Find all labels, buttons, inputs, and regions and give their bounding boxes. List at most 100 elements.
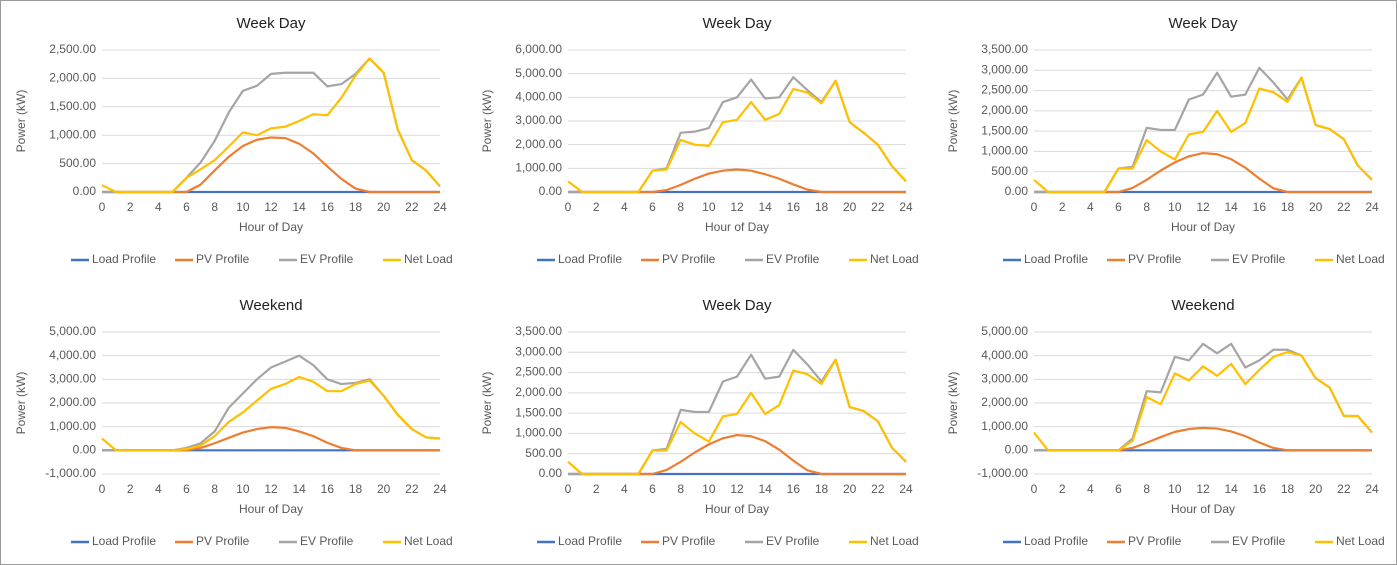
- y-tick-label: 3,000.00: [515, 344, 562, 358]
- x-tick-label: 8: [211, 482, 218, 496]
- x-tick-label: 20: [377, 482, 391, 496]
- x-tick-label: 12: [730, 200, 744, 214]
- legend-label: Load Profile: [92, 252, 156, 266]
- legend-label: EV Profile: [300, 252, 354, 266]
- y-tick-label: 1,000.00: [49, 127, 96, 141]
- y-tick-label: 1,000.00: [515, 426, 562, 440]
- x-tick-label: 22: [405, 482, 419, 496]
- x-tick-label: 2: [127, 200, 134, 214]
- chart-panel: Week Day 0.00 500.00 1,000.00 1,500.00 2,000.…: [480, 297, 919, 548]
- x-tick-label: 0: [565, 200, 572, 214]
- x-tick-label: 2: [593, 482, 600, 496]
- y-tick-label: 2,000.00: [981, 103, 1028, 117]
- x-tick-label: 24: [1365, 482, 1379, 496]
- x-tick-label: 20: [843, 200, 857, 214]
- y-tick-label: 3,000.00: [981, 62, 1028, 76]
- legend-label: EV Profile: [766, 252, 820, 266]
- x-tick-label: 10: [1168, 200, 1182, 214]
- x-tick-label: 16: [787, 200, 801, 214]
- x-tick-label: 18: [1281, 482, 1295, 496]
- y-tick-label: 2,500.00: [515, 365, 562, 379]
- legend-label: Load Profile: [1024, 534, 1088, 548]
- x-tick-label: 8: [211, 200, 218, 214]
- y-tick-label: 0.00: [1005, 443, 1029, 457]
- x-tick-label: 10: [702, 482, 716, 496]
- y-tick-label: 3,500.00: [981, 42, 1028, 56]
- x-tick-label: 18: [815, 482, 829, 496]
- legend-label: EV Profile: [300, 534, 354, 548]
- x-tick-label: 2: [1059, 482, 1066, 496]
- legend-label: Load Profile: [92, 534, 156, 548]
- x-tick-label: 16: [787, 482, 801, 496]
- legend-label: PV Profile: [662, 252, 716, 266]
- x-tick-label: 20: [843, 482, 857, 496]
- y-tick-label: 3,000.00: [515, 113, 562, 127]
- x-tick-label: 0: [565, 482, 572, 496]
- x-tick-label: 8: [1143, 482, 1150, 496]
- x-tick-label: 24: [1365, 200, 1379, 214]
- y-axis-title: Power (kW): [946, 90, 960, 153]
- x-tick-label: 12: [264, 200, 278, 214]
- y-tick-label: 1,500.00: [49, 99, 96, 113]
- legend-label: Net Load: [404, 252, 453, 266]
- y-tick-label: 0.00: [539, 466, 563, 480]
- y-tick-label: 2,500.00: [49, 42, 96, 56]
- legend-label: PV Profile: [662, 534, 716, 548]
- y-tick-label: 0.00: [1005, 184, 1029, 198]
- x-tick-label: 24: [433, 200, 447, 214]
- y-tick-label: 5,000.00: [49, 324, 96, 338]
- x-tick-label: 14: [1224, 482, 1238, 496]
- legend-label: Net Load: [1336, 534, 1385, 548]
- x-tick-label: 12: [1196, 200, 1210, 214]
- x-tick-label: 14: [292, 200, 306, 214]
- y-tick-label: 6,000.00: [515, 42, 562, 56]
- x-axis-title: Hour of Day: [705, 220, 769, 234]
- chart-panel: Weekend -1,000.00 0.00 1,000.00 2,000.00 3,00…: [946, 297, 1385, 548]
- x-tick-label: 22: [871, 200, 885, 214]
- y-tick-label: 2,500.00: [981, 83, 1028, 97]
- series-line: [567, 358, 907, 476]
- x-tick-label: 24: [899, 482, 913, 496]
- y-axis-title: Power (kW): [480, 90, 494, 153]
- x-tick-label: 0: [99, 200, 106, 214]
- chart-title: Week Day: [1169, 15, 1238, 32]
- y-tick-label: 0.00: [539, 184, 563, 198]
- x-tick-label: 22: [871, 482, 885, 496]
- x-tick-label: 0: [99, 482, 106, 496]
- legend-label: Net Load: [870, 252, 919, 266]
- chart-title: Week Day: [703, 297, 772, 314]
- x-axis-title: Hour of Day: [1171, 502, 1235, 516]
- x-tick-label: 22: [405, 200, 419, 214]
- y-tick-label: 4,000.00: [515, 90, 562, 104]
- series-line: [1033, 76, 1373, 194]
- legend-label: EV Profile: [1232, 534, 1286, 548]
- chart-panel: Weekend -1,000.00 0.00 1,000.00 2,000.00 3,00…: [14, 297, 453, 548]
- y-tick-label: 500.00: [59, 156, 96, 170]
- chart-panel: Week Day 0.00 500.00 1,000.00 1,500.00 2,000.…: [946, 15, 1385, 266]
- x-tick-label: 6: [183, 200, 190, 214]
- x-tick-label: 2: [1059, 200, 1066, 214]
- x-tick-label: 18: [349, 482, 363, 496]
- series-line: [101, 375, 441, 452]
- chart-title: Weekend: [1171, 297, 1234, 314]
- x-tick-label: 6: [649, 482, 656, 496]
- y-tick-label: 2,000.00: [49, 71, 96, 85]
- x-tick-label: 4: [621, 482, 628, 496]
- y-tick-label: 500.00: [991, 164, 1028, 178]
- series-line: [1033, 351, 1373, 452]
- chart-title: Weekend: [239, 297, 302, 314]
- x-axis-title: Hour of Day: [1171, 220, 1235, 234]
- x-tick-label: 2: [593, 200, 600, 214]
- x-tick-label: 16: [1253, 482, 1267, 496]
- y-tick-label: -1,000.00: [45, 466, 96, 480]
- x-axis-title: Hour of Day: [239, 502, 303, 516]
- x-tick-label: 0: [1031, 200, 1038, 214]
- x-axis-title: Hour of Day: [239, 220, 303, 234]
- y-tick-label: 0.00: [73, 443, 97, 457]
- legend-label: Load Profile: [558, 534, 622, 548]
- y-tick-label: 0.00: [73, 184, 97, 198]
- y-tick-label: 1,500.00: [515, 405, 562, 419]
- x-tick-label: 14: [292, 482, 306, 496]
- y-axis-title: Power (kW): [480, 372, 494, 435]
